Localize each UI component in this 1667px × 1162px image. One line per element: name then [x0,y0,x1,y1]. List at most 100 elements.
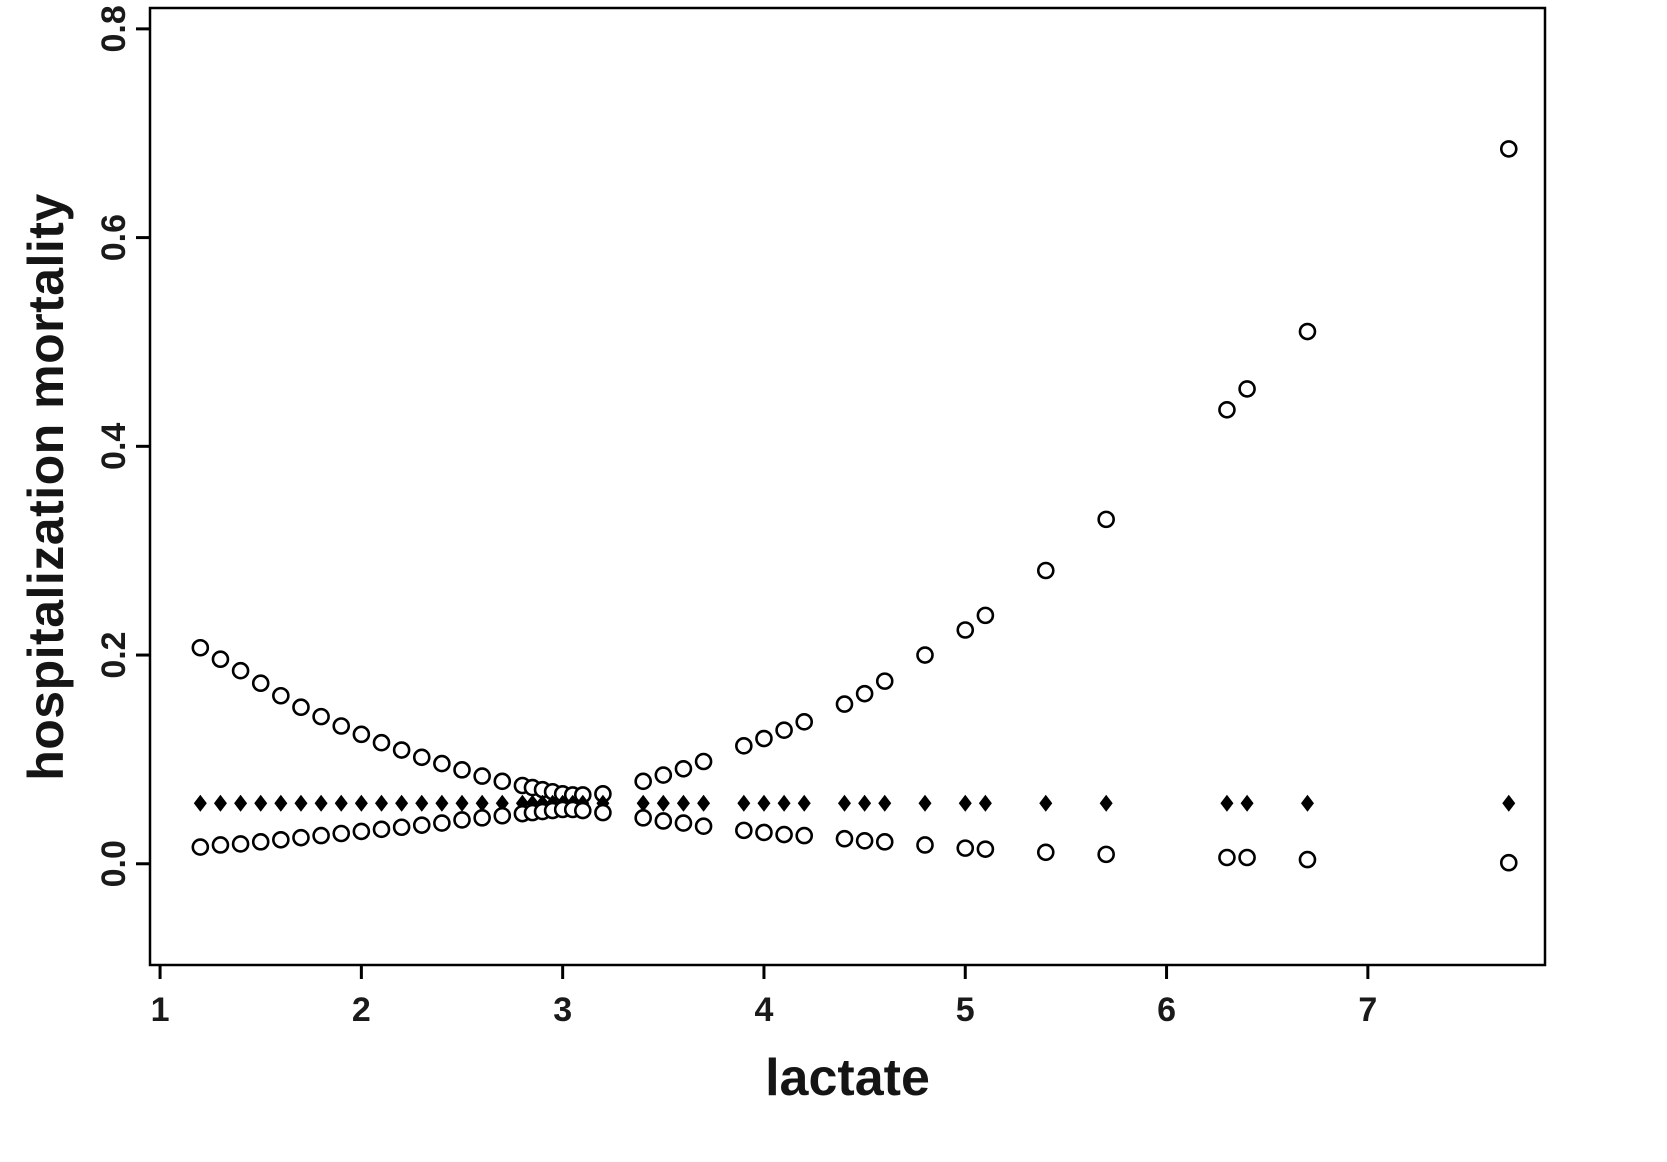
data-point-filled-diamond [737,794,751,812]
data-point-open-circle [392,818,411,837]
data-point-open-circle [473,809,491,827]
data-point-open-circle [251,674,270,693]
data-point-open-circle [634,809,652,827]
data-point-open-circle [272,686,290,705]
data-point-open-circle [473,767,491,785]
x-tick-label: 4 [755,991,774,1029]
data-point-open-circle [956,621,975,639]
data-point-open-circle [775,721,793,739]
x-tick-label: 7 [1358,991,1377,1029]
data-point-open-circle [433,814,451,832]
data-point-open-circle [1238,848,1256,867]
data-point-open-circle [1298,322,1317,341]
data-point-open-circle [835,695,854,713]
data-point-filled-diamond [213,794,227,812]
data-point-filled-diamond [777,794,791,812]
data-point-open-circle [875,672,894,690]
data-point-filled-diamond [294,794,308,812]
data-point-filled-diamond [415,794,429,812]
plot-frame [148,6,1547,967]
data-point-open-circle [835,829,854,848]
data-point-filled-diamond [676,794,690,812]
data-point-open-circle [1036,843,1055,862]
data-point-filled-diamond [858,794,872,812]
data-point-open-circle [694,752,713,771]
data-point-open-circle [272,830,290,849]
data-point-open-circle [694,817,713,835]
data-point-filled-diamond [435,794,449,812]
data-point-filled-diamond [274,794,288,812]
data-point-filled-diamond [656,794,670,812]
data-point-filled-diamond [254,794,268,812]
data-point-open-circle [352,822,371,841]
data-point-open-circle [372,820,391,839]
data-point-open-circle [795,826,814,845]
data-point-filled-diamond [1039,794,1053,812]
data-point-open-circle [1499,853,1518,872]
data-point-open-circle [875,833,894,851]
y-tick-label: 0.0 [95,840,133,887]
data-point-open-circle [976,840,995,858]
data-point-filled-diamond [475,794,489,812]
data-point-open-circle [332,717,351,735]
data-point-filled-diamond [374,794,388,812]
data-point-filled-diamond [1099,794,1113,812]
data-point-filled-diamond [837,794,851,812]
data-point-filled-diamond [958,794,972,812]
data-point-filled-diamond [918,794,932,812]
data-point-filled-diamond [1300,794,1314,812]
data-point-filled-diamond [314,794,328,812]
data-point-open-circle [292,828,310,847]
data-point-filled-diamond [495,794,509,812]
data-point-open-circle [573,801,592,820]
data-point-filled-diamond [455,794,469,812]
data-point-open-circle [916,836,934,854]
data-point-open-circle [352,725,371,744]
y-tick-label: 0.2 [95,631,133,678]
data-point-open-circle [755,729,773,748]
data-point-open-circle [493,806,512,825]
data-point-open-circle [1218,400,1236,419]
data-point-filled-diamond [1240,794,1254,812]
data-point-open-circle [1298,850,1317,869]
data-point-open-circle [312,826,330,845]
data-point-open-circle [735,737,753,755]
y-tick-label: 0.6 [95,214,133,261]
data-point-filled-diamond [1220,794,1234,812]
data-point-open-circle [654,812,673,830]
data-point-filled-diamond [395,794,409,812]
data-point-open-circle [654,766,673,784]
data-point-open-circle [855,684,874,703]
x-tick-label: 6 [1157,991,1176,1029]
data-point-open-circle [674,759,693,778]
data-point-open-circle [916,646,934,664]
data-point-open-circle [412,748,431,767]
data-point-open-circle [453,761,471,779]
data-point-open-circle [312,707,330,726]
data-point-open-circle [372,733,391,752]
data-point-open-circle [493,772,512,791]
data-point-open-circle [191,838,210,856]
data-point-open-circle [453,811,471,829]
x-axis-label: lactate [765,1049,930,1107]
data-point-filled-diamond [797,794,811,812]
y-tick-label: 0.4 [95,423,133,470]
data-point-open-circle [211,836,230,854]
y-tick-label: 0.8 [95,5,133,52]
x-tick-label: 1 [151,991,170,1029]
data-point-open-circle [755,823,773,842]
data-point-open-circle [231,835,250,853]
data-point-open-circle [1218,848,1236,867]
data-point-open-circle [634,772,652,791]
data-point-open-circle [251,833,270,851]
data-point-filled-diamond [334,794,348,812]
data-point-open-circle [412,816,431,834]
data-point-open-circle [433,754,451,773]
data-point-open-circle [594,803,612,822]
data-point-open-circle [292,698,310,717]
data-point-open-circle [1238,380,1256,398]
data-point-open-circle [332,824,351,843]
data-point-open-circle [674,814,693,832]
data-point-open-circle [1097,510,1115,529]
